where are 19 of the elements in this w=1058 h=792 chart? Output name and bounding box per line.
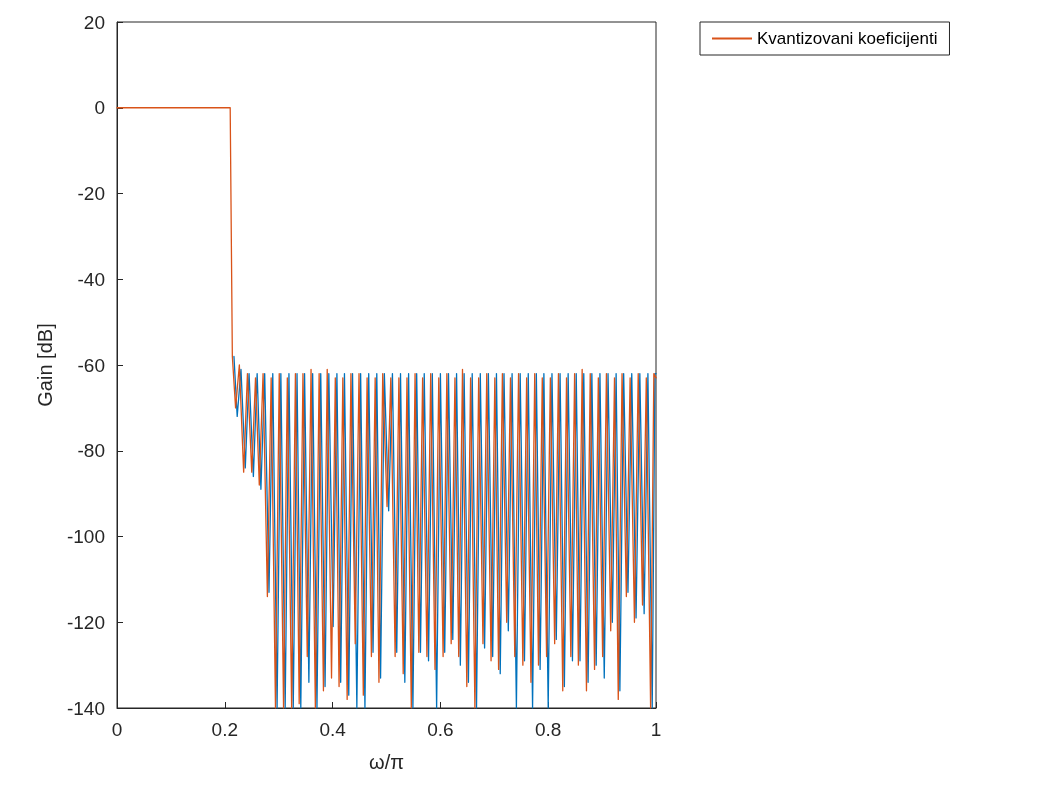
y-tick-label: 20 [83, 11, 105, 33]
y-tick-label: -140 [66, 697, 105, 719]
x-tick-label: 0.8 [534, 719, 562, 740]
y-tick-label: 0 [94, 97, 105, 119]
x-tick-label: 0.4 [319, 719, 347, 740]
x-tick-label: 0 [111, 719, 123, 740]
y-tick-label: -40 [77, 268, 105, 290]
y-axis-title: Gain [dB] [34, 323, 56, 407]
y-tick-label: -120 [66, 611, 105, 633]
x-tick-label: 0.2 [211, 719, 239, 740]
x-tick-label: 0.6 [427, 719, 454, 740]
y-tick-label: -20 [77, 183, 105, 204]
line-series [233, 355, 657, 709]
legend-label: Kvantizovani koeficijenti [757, 29, 938, 48]
y-tick-label: -80 [77, 440, 105, 462]
y-tick-label: -60 [77, 354, 105, 376]
x-axis-title: ω/π [369, 751, 404, 773]
y-tick-label: -100 [66, 526, 105, 547]
x-tick-label: 1 [650, 719, 662, 740]
